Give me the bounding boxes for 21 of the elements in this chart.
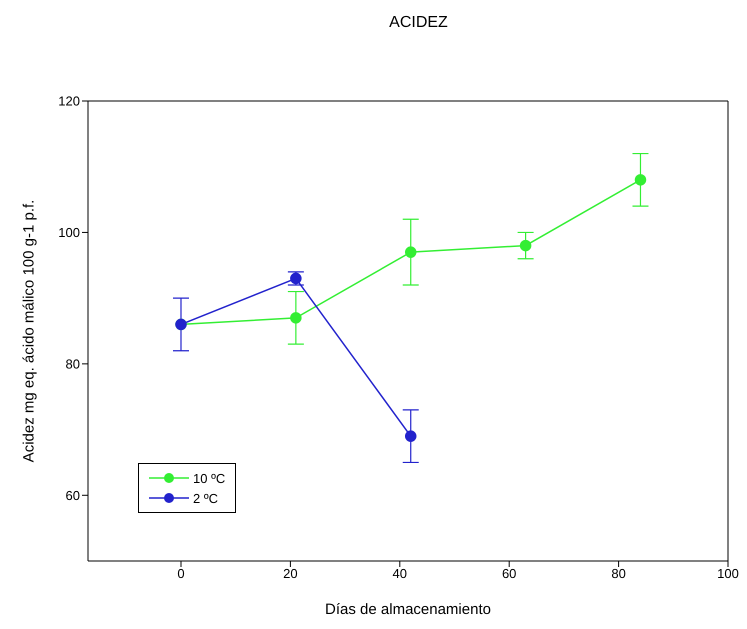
point — [404, 430, 416, 442]
chart-title: ACIDEZ — [388, 13, 449, 33]
legend-label: 10 ºC — [193, 470, 226, 486]
point — [290, 272, 302, 284]
y-tick-label: 100 — [58, 225, 80, 240]
x-tick-label: 40 — [392, 566, 408, 582]
point — [404, 246, 416, 258]
y-axis-title: Acidez mg eq. ácido málico 100 g-1 p.f. — [20, 200, 38, 462]
x-tick-label: 60 — [502, 566, 516, 582]
x-tick-label: 20 — [283, 566, 298, 582]
x-axis-title: Días de almacenamiento — [325, 601, 491, 618]
point — [634, 174, 646, 186]
point — [520, 240, 532, 252]
y-tick-label: 120 — [58, 94, 80, 109]
x-tick-label: 0 — [177, 566, 185, 582]
x-tick-label: 100 — [717, 566, 739, 582]
legend-label: 2 ºC — [193, 490, 218, 506]
y-tick-label: 80 — [66, 356, 80, 372]
point — [290, 312, 302, 324]
y-tick-label: 60 — [66, 488, 80, 503]
x-tick-label: 80 — [611, 566, 626, 582]
